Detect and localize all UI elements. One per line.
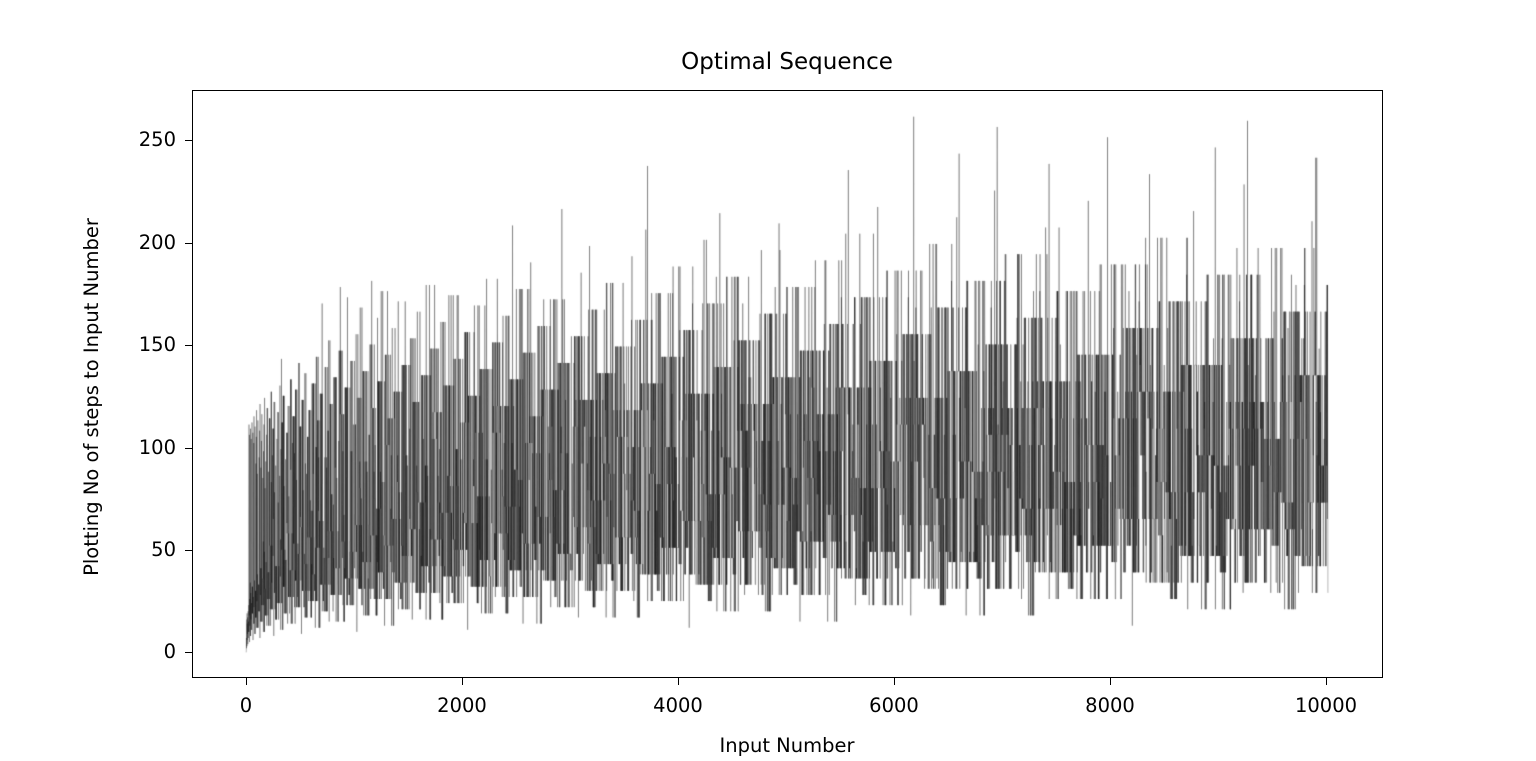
y-tick-label: 250 [138, 128, 176, 151]
y-tick-label: 50 [151, 538, 176, 561]
x-tick-label: 8000 [1085, 694, 1135, 717]
x-tick [461, 678, 463, 685]
x-tick [245, 678, 247, 685]
y-tick-label: 100 [138, 436, 176, 459]
y-tick [185, 651, 192, 653]
y-tick [185, 344, 192, 346]
x-tick [1325, 678, 1327, 685]
x-tick-label: 10000 [1294, 694, 1358, 717]
plot-area-line-series [192, 90, 1382, 677]
x-tick [1109, 678, 1111, 685]
y-tick [185, 549, 192, 551]
axes-frame [192, 90, 1383, 678]
y-tick [185, 447, 192, 449]
y-tick-label: 0 [163, 640, 176, 663]
x-axis-label: Input Number [719, 734, 855, 757]
y-tick-label: 200 [138, 231, 176, 254]
x-tick [677, 678, 679, 685]
chart-title: Optimal Sequence [681, 49, 893, 75]
y-tick [185, 242, 192, 244]
y-tick-label: 150 [138, 333, 176, 356]
y-axis-label: Plotting No of steps to Input Number [80, 218, 103, 576]
x-tick [893, 678, 895, 685]
x-tick-label: 6000 [869, 694, 919, 717]
y-tick [185, 139, 192, 141]
x-tick-label: 4000 [653, 694, 703, 717]
x-tick-label: 2000 [437, 694, 487, 717]
x-tick-label: 0 [239, 694, 253, 717]
